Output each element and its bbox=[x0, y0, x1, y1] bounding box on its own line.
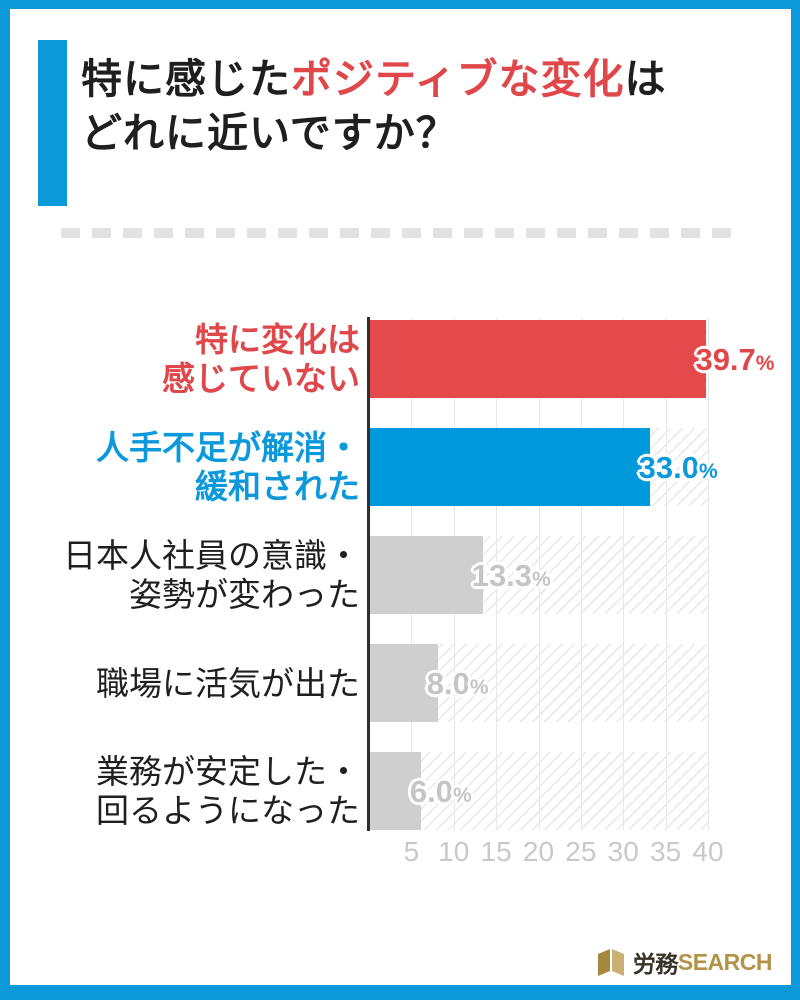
logo-text: 労務 SEARCH bbox=[632, 945, 773, 979]
category-label: 人手不足が解消・ 緩和された bbox=[96, 429, 360, 505]
x-axis-tick-label: 10 bbox=[438, 836, 470, 867]
logo-book-icon bbox=[597, 949, 624, 976]
bar bbox=[370, 428, 650, 506]
logo-text-gold: SEARCH bbox=[677, 948, 773, 975]
title-text: 特に感じた bbox=[81, 56, 291, 102]
dashed-divider bbox=[61, 228, 737, 238]
x-axis-tick-label: 15 bbox=[480, 836, 512, 867]
bar bbox=[370, 752, 421, 830]
x-axis-tick-label: 25 bbox=[565, 836, 597, 867]
category-label: 特に変化は 感じていない bbox=[162, 321, 360, 397]
y-axis-line bbox=[367, 317, 370, 831]
x-axis-tick-label: 40 bbox=[692, 836, 724, 867]
bar bbox=[370, 320, 707, 398]
logo-text-dark: 労務 bbox=[632, 951, 679, 977]
x-axis-tick-label: 30 bbox=[607, 836, 639, 867]
page-title: 特に感じたポジティブな変化は どれに近いですか？ bbox=[81, 52, 761, 160]
title-accent-bar bbox=[38, 40, 67, 206]
category-label: 職場に活気が出た bbox=[96, 664, 360, 702]
value-label: 33.0% bbox=[638, 450, 718, 485]
title-line2: どれに近いですか？ bbox=[81, 110, 458, 156]
value-label: 6.0% bbox=[409, 774, 472, 809]
value-label: 8.0% bbox=[426, 666, 489, 701]
hatch-band bbox=[369, 752, 708, 830]
title-text-suffix: は bbox=[624, 56, 667, 102]
category-label: 日本人社員の意識・ 姿勢が変わった bbox=[63, 537, 360, 613]
footer-logo: 労務 SEARCH bbox=[596, 944, 773, 980]
gridline bbox=[708, 318, 709, 830]
bar bbox=[370, 536, 483, 614]
x-axis-tick-label: 20 bbox=[522, 836, 555, 867]
title-highlight-text: ポジティブな変化 bbox=[291, 56, 625, 102]
x-axis-tick-label: 35 bbox=[650, 836, 682, 867]
bar bbox=[370, 644, 438, 722]
value-label: 13.3% bbox=[471, 558, 551, 593]
x-axis-tick-label: 5 bbox=[403, 836, 420, 867]
category-label: 業務が安定した・ 回るようになった bbox=[96, 753, 360, 829]
value-label: 39.7% bbox=[695, 342, 775, 377]
